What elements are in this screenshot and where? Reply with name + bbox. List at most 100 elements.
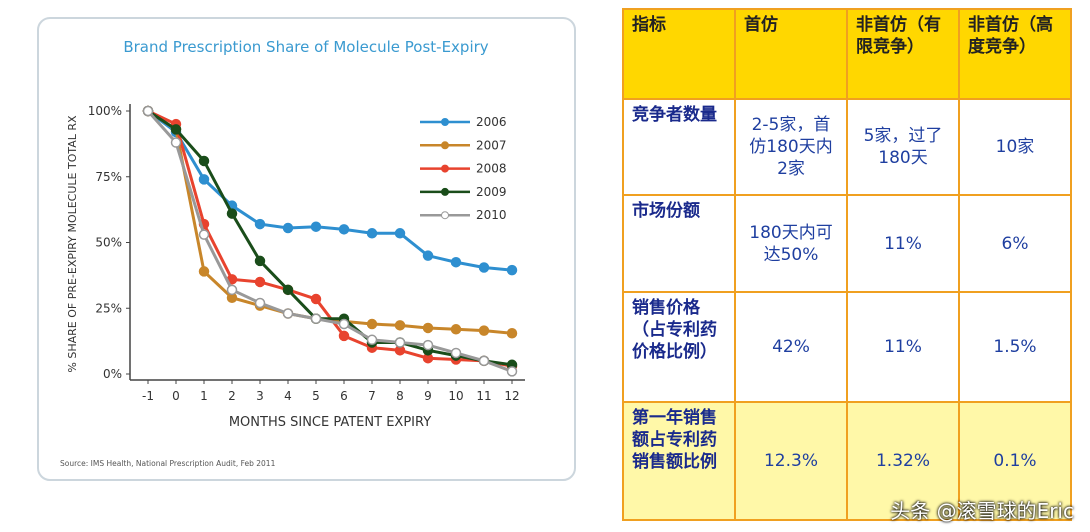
data-point bbox=[450, 256, 462, 268]
table-cell: 0.1% bbox=[958, 401, 1072, 521]
data-point bbox=[478, 355, 490, 367]
table-row: 第一年销售额占专利药销售额比例 12.3% 1.32% 0.1% bbox=[622, 401, 1072, 521]
table-cell: 销售价格（占专利药价格比例） bbox=[622, 291, 736, 403]
data-point bbox=[450, 347, 462, 359]
legend-marker bbox=[441, 211, 449, 220]
data-point bbox=[506, 264, 518, 276]
data-point bbox=[478, 262, 490, 273]
source-note: Source: IMS Health, National Prescriptio… bbox=[60, 459, 276, 468]
data-point bbox=[422, 339, 434, 351]
x-tick-label: 12 bbox=[504, 389, 519, 403]
data-point bbox=[338, 330, 350, 342]
table-cell: 1.5% bbox=[958, 291, 1072, 403]
data-point bbox=[478, 325, 490, 336]
table-row: 市场份额 180天内可达50% 11% 6% bbox=[622, 194, 1072, 293]
data-point bbox=[254, 276, 266, 288]
legend-marker bbox=[441, 164, 449, 173]
x-tick-label: 8 bbox=[396, 389, 404, 403]
table-cell: 42% bbox=[734, 291, 848, 403]
x-tick-label: 1 bbox=[200, 389, 208, 403]
data-point bbox=[506, 327, 518, 339]
table-cell: 1.32% bbox=[846, 401, 960, 521]
data-point bbox=[366, 334, 378, 346]
y-tick-label: 50% bbox=[95, 236, 122, 250]
table-cell: 10家 bbox=[958, 98, 1072, 196]
legend-label: 2010 bbox=[476, 208, 507, 222]
header-cell: 指标 bbox=[622, 8, 736, 100]
table-cell: 第一年销售额占专利药销售额比例 bbox=[622, 401, 736, 521]
legend-label: 2008 bbox=[476, 162, 507, 176]
data-point bbox=[394, 320, 406, 331]
data-point bbox=[366, 228, 378, 239]
x-tick-label: 3 bbox=[256, 389, 264, 403]
x-tick-label: 2 bbox=[228, 389, 236, 403]
data-point bbox=[198, 174, 210, 185]
x-tick-label: 7 bbox=[368, 389, 376, 403]
data-point bbox=[254, 297, 266, 309]
header-cell: 非首仿（高度竞争） bbox=[958, 8, 1072, 100]
header-cell: 非首仿（有限竞争） bbox=[846, 8, 960, 100]
data-point bbox=[198, 155, 210, 167]
data-point bbox=[338, 224, 350, 235]
x-axis-label: MONTHS SINCE PATENT EXPIRY bbox=[229, 415, 431, 430]
data-point bbox=[226, 284, 238, 296]
table-row: 竞争者数量 2-5家，首仿180天内2家 5家，过了180天 10家 bbox=[622, 98, 1072, 196]
x-tick-label: 0 bbox=[172, 389, 180, 403]
legend-label: 2006 bbox=[476, 115, 507, 129]
table: 指标 首仿 非首仿（有限竞争） 非首仿（高度竞争） 竞争者数量 2-5家，首仿180天内… bbox=[622, 8, 1072, 521]
header-cell: 首仿 bbox=[734, 8, 848, 100]
table-cell: 180天内可达50% bbox=[734, 194, 848, 293]
data-point bbox=[170, 137, 182, 148]
x-tick-label: 9 bbox=[424, 389, 432, 403]
data-point bbox=[366, 318, 378, 330]
y-tick-label: 0% bbox=[103, 367, 122, 381]
table-cell: 竞争者数量 bbox=[622, 98, 736, 196]
data-point bbox=[450, 324, 462, 335]
x-tick-label: 4 bbox=[284, 389, 292, 403]
x-tick-label: 5 bbox=[312, 389, 320, 403]
data-point bbox=[422, 250, 434, 261]
data-point bbox=[198, 229, 210, 240]
table-cell: 市场份额 bbox=[622, 194, 736, 293]
watermark: 头条 @滚雪球的Eric bbox=[890, 499, 1074, 523]
x-tick-label: 10 bbox=[448, 389, 463, 403]
data-point bbox=[282, 222, 294, 234]
x-tick-label: 6 bbox=[340, 389, 348, 403]
y-tick-label: 75% bbox=[95, 170, 122, 184]
y-tick-label: 25% bbox=[95, 301, 122, 315]
x-tick-label: -1 bbox=[142, 389, 154, 403]
y-tick-label: 100% bbox=[88, 104, 122, 118]
data-point bbox=[170, 124, 182, 135]
legend-marker bbox=[441, 187, 449, 196]
data-point bbox=[310, 313, 322, 325]
chart: Brand Prescription Share of Molecule Pos… bbox=[37, 17, 576, 481]
legend-marker bbox=[441, 118, 449, 126]
data-point bbox=[254, 218, 266, 230]
data-point bbox=[422, 322, 434, 334]
data-point bbox=[282, 308, 294, 319]
table-cell: 6% bbox=[958, 194, 1072, 293]
data-point bbox=[282, 284, 294, 296]
data-point bbox=[394, 228, 406, 239]
table-cell: 11% bbox=[846, 194, 960, 293]
data-point bbox=[338, 318, 350, 330]
table-cell: 11% bbox=[846, 291, 960, 403]
chart-title: Brand Prescription Share of Molecule Pos… bbox=[123, 38, 488, 56]
data-point bbox=[142, 105, 154, 117]
table-header: 指标 首仿 非首仿（有限竞争） 非首仿（高度竞争） bbox=[622, 8, 1072, 100]
data-point bbox=[198, 266, 210, 277]
table-cell: 5家，过了180天 bbox=[846, 98, 960, 196]
y-axis-label: % SHARE OF PRE-EXPIRY MOLECULE TOTAL RX bbox=[66, 115, 79, 373]
legend-marker bbox=[441, 141, 449, 150]
legend-label: 2007 bbox=[476, 138, 507, 152]
table-cell: 12.3% bbox=[734, 401, 848, 521]
data-point bbox=[506, 366, 518, 377]
data-point bbox=[310, 221, 322, 232]
data-point bbox=[310, 293, 322, 305]
data-point bbox=[254, 255, 266, 267]
legend-label: 2009 bbox=[476, 185, 507, 199]
table-row: 销售价格（占专利药价格比例） 42% 11% 1.5% bbox=[622, 291, 1072, 403]
data-point bbox=[394, 337, 406, 348]
data-point bbox=[226, 208, 238, 219]
